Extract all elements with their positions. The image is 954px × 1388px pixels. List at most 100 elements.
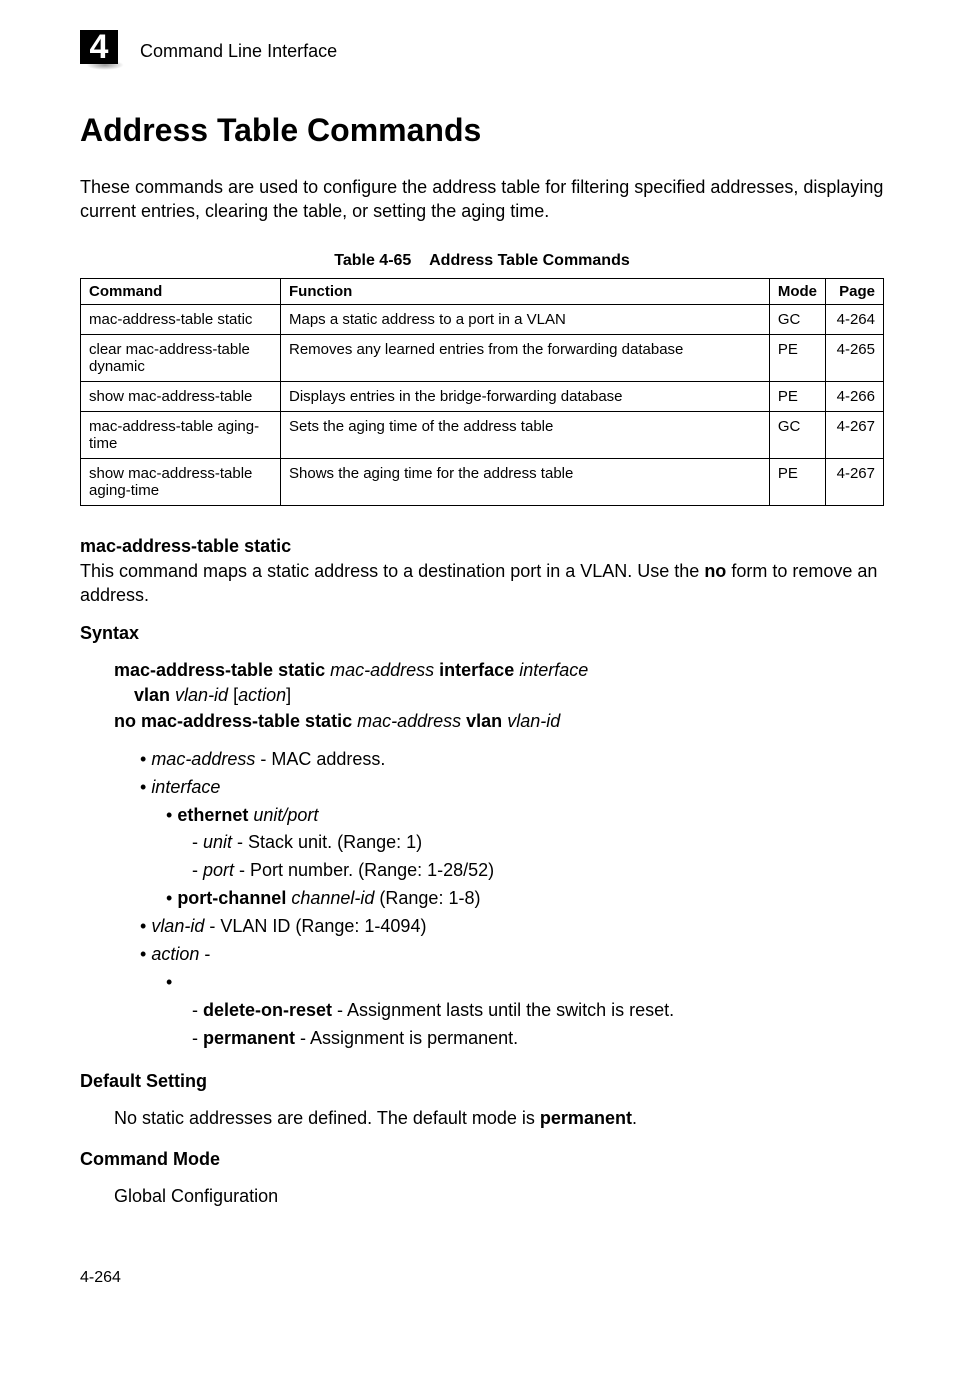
text-bold: permanent	[540, 1108, 632, 1128]
cell-mode: PE	[769, 381, 825, 411]
text-pre: No static addresses are defined. The def…	[114, 1108, 540, 1128]
col-header-page: Page	[826, 278, 884, 304]
syntax-kw: interface	[439, 660, 514, 680]
param-arg: channel-id	[291, 888, 374, 908]
list-item: action - delete-on-reset - Assignment la…	[140, 941, 884, 1053]
cell-page: 4-267	[826, 458, 884, 505]
cell-command: mac-address-table static	[81, 304, 281, 334]
syntax-line-1: mac-address-table static mac-address int…	[114, 658, 884, 683]
commands-table: Command Function Mode Page mac-address-t…	[80, 278, 884, 506]
table-row: show mac-address-table aging-time Shows …	[81, 458, 884, 505]
command-description: This command maps a static address to a …	[80, 559, 884, 608]
param-kw: port-channel	[177, 888, 286, 908]
table-row: clear mac-address-table dynamic Removes …	[81, 334, 884, 381]
list-item: ethernet unit/port unit - Stack unit. (R…	[166, 802, 884, 886]
cell-function: Displays entries in the bridge-forwardin…	[281, 381, 770, 411]
syntax-arg: interface	[519, 660, 588, 680]
cell-function: Shows the aging time for the address tab…	[281, 458, 770, 505]
table-caption-label: Table 4-65	[334, 252, 411, 269]
param-name: action	[151, 944, 199, 964]
syntax-text: [	[228, 685, 238, 705]
parameter-list: mac-address - MAC address. interface eth…	[140, 746, 884, 1053]
cell-command: mac-address-table aging-time	[81, 411, 281, 458]
cell-function: Removes any learned entries from the for…	[281, 334, 770, 381]
default-setting-text: No static addresses are defined. The def…	[114, 1106, 884, 1131]
table-header-row: Command Function Mode Page	[81, 278, 884, 304]
chapter-icon: 4	[80, 30, 126, 72]
syntax-arg: mac-address	[357, 711, 461, 731]
list-item: port-channel channel-id (Range: 1-8)	[166, 885, 884, 913]
param-desc: (Range: 1-8)	[374, 888, 480, 908]
list-item: interface ethernet unit/port unit - Stac…	[140, 774, 884, 913]
list-item: permanent - Assignment is permanent.	[192, 1025, 884, 1053]
list-item: delete-on-reset - Assignment lasts until…	[192, 997, 884, 1025]
cell-mode: PE	[769, 334, 825, 381]
syntax-line-3: no mac-address-table static mac-address …	[114, 709, 884, 734]
table-row: mac-address-table static Maps a static a…	[81, 304, 884, 334]
text-post: .	[632, 1108, 637, 1128]
param-desc: - Port number. (Range: 1-28/52)	[234, 860, 494, 880]
col-header-function: Function	[281, 278, 770, 304]
desc-pre: This command maps a static address to a …	[80, 561, 704, 581]
desc-bold: no	[704, 561, 726, 581]
command-mode-label: Command Mode	[80, 1149, 884, 1170]
header-section: Command Line Interface	[140, 41, 337, 62]
default-setting-label: Default Setting	[80, 1071, 884, 1092]
list-item: mac-address - MAC address.	[140, 746, 884, 774]
intro-paragraph: These commands are used to configure the…	[80, 175, 884, 224]
list-item: port - Port number. (Range: 1-28/52)	[192, 857, 884, 885]
page-title: Address Table Commands	[80, 112, 884, 149]
param-kw: ethernet	[177, 805, 248, 825]
param-name: unit	[203, 832, 232, 852]
param-name: mac-address	[151, 749, 255, 769]
cell-page: 4-266	[826, 381, 884, 411]
table-row: mac-address-table aging-time Sets the ag…	[81, 411, 884, 458]
cell-page: 4-264	[826, 304, 884, 334]
cell-page: 4-267	[826, 411, 884, 458]
param-arg: port	[287, 805, 318, 825]
param-kw: permanent	[203, 1028, 295, 1048]
param-name: port	[203, 860, 234, 880]
param-desc: - Assignment lasts until the switch is r…	[332, 1000, 674, 1020]
cell-mode: GC	[769, 411, 825, 458]
cell-function: Sets the aging time of the address table	[281, 411, 770, 458]
syntax-text: ]	[286, 685, 291, 705]
param-desc: - VLAN ID (Range: 1-4094)	[204, 916, 426, 936]
cell-command: clear mac-address-table dynamic	[81, 334, 281, 381]
syntax-label: Syntax	[80, 623, 884, 644]
cell-mode: GC	[769, 304, 825, 334]
cell-function: Maps a static address to a port in a VLA…	[281, 304, 770, 334]
param-name: interface	[151, 777, 220, 797]
syntax-arg: mac-address	[330, 660, 434, 680]
chapter-number: 4	[80, 30, 118, 64]
list-item: unit - Stack unit. (Range: 1)	[192, 829, 884, 857]
cell-command: show mac-address-table aging-time	[81, 458, 281, 505]
syntax-line-2: vlan vlan-id [action]	[114, 683, 884, 708]
syntax-arg: vlan-id	[507, 711, 560, 731]
syntax-kw: vlan	[134, 685, 170, 705]
table-row: show mac-address-table Displays entries …	[81, 381, 884, 411]
cell-mode: PE	[769, 458, 825, 505]
table-caption-title: Address Table Commands	[429, 252, 630, 269]
command-heading: mac-address-table static	[80, 536, 884, 557]
command-mode-text: Global Configuration	[114, 1184, 884, 1209]
syntax-kw: no mac-address-table static	[114, 711, 352, 731]
param-desc: - Assignment is permanent.	[295, 1028, 518, 1048]
page-header: 4 Command Line Interface	[80, 30, 884, 72]
param-desc: -	[199, 944, 210, 964]
param-name: vlan-id	[151, 916, 204, 936]
syntax-kw: mac-address-table static	[114, 660, 325, 680]
param-desc: - MAC address.	[255, 749, 385, 769]
col-header-mode: Mode	[769, 278, 825, 304]
col-header-command: Command	[81, 278, 281, 304]
param-kw: delete-on-reset	[203, 1000, 332, 1020]
param-desc: - Stack unit. (Range: 1)	[232, 832, 422, 852]
cell-page: 4-265	[826, 334, 884, 381]
cell-command: show mac-address-table	[81, 381, 281, 411]
param-arg: unit	[253, 805, 282, 825]
table-caption: Table 4-65 Address Table Commands	[80, 252, 884, 270]
page-number: 4-264	[80, 1269, 884, 1287]
syntax-kw: vlan	[466, 711, 502, 731]
syntax-block: mac-address-table static mac-address int…	[114, 658, 884, 734]
syntax-arg: vlan-id	[175, 685, 228, 705]
